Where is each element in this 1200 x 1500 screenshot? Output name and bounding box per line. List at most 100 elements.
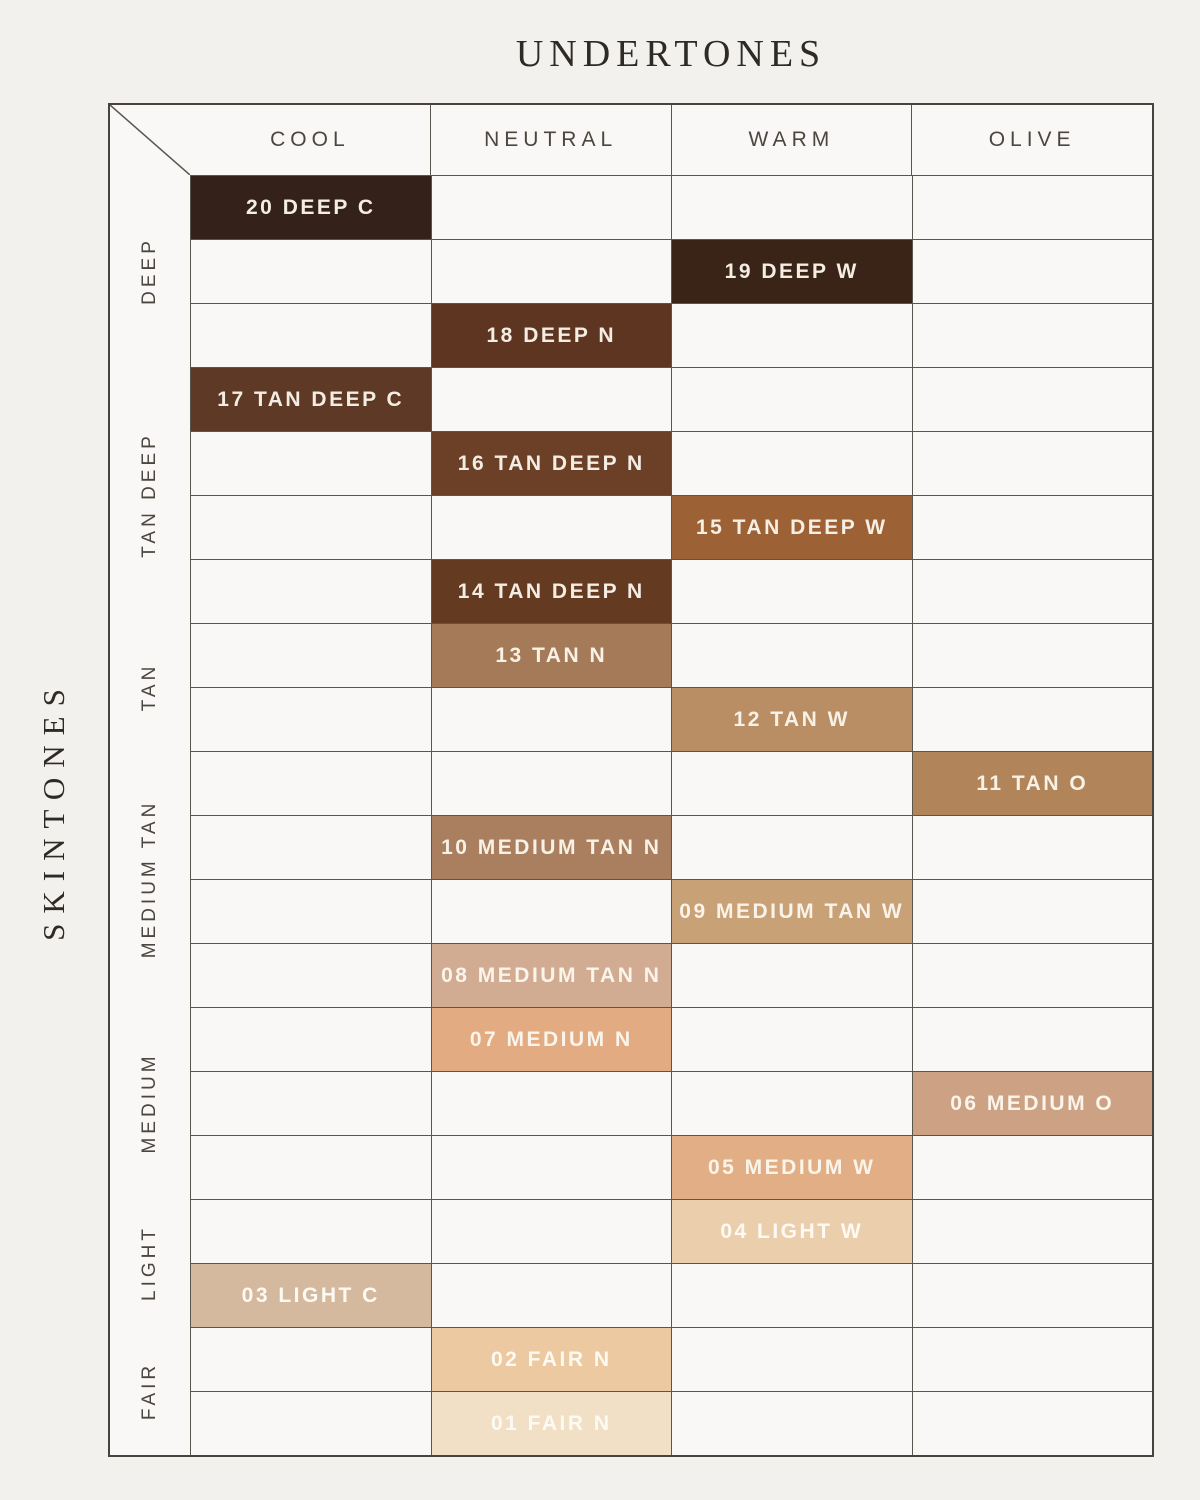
empty-cell [190,560,431,623]
empty-cell [911,1136,1153,1199]
empty-cell [190,944,431,1007]
table-row: 03 LIGHT C [190,1263,1152,1327]
column-header-cool: COOL [270,128,350,151]
empty-cell [911,560,1153,623]
table-row: 19 DEEP W [190,239,1152,303]
empty-cell [190,1072,431,1135]
shade-swatch: 12 TAN W [671,688,912,751]
empty-cell [911,432,1153,495]
shade-swatch: 09 MEDIUM TAN W [671,880,912,943]
empty-cell [911,944,1153,1007]
table-row: 11 TAN O [190,751,1152,815]
empty-cell [671,176,912,239]
empty-cell [190,624,431,687]
empty-cell [190,880,431,943]
table-row: 05 MEDIUM W [190,1135,1152,1199]
empty-cell [911,1328,1153,1391]
shade-swatch: 20 DEEP C [190,176,431,239]
shade-swatch: 13 TAN N [430,624,671,687]
row-group-label-light: LIGHT [139,1225,160,1301]
empty-cell [671,816,912,879]
empty-cell [430,688,672,751]
empty-cell [671,752,912,815]
row-group-label-tan-deep: TAN DEEP [139,432,160,558]
column-headers: COOL NEUTRAL WARM OLIVE [190,105,1152,175]
empty-cell [190,1008,431,1071]
empty-cell [430,752,672,815]
empty-cell [190,240,431,303]
empty-cell [671,560,912,623]
empty-cell [671,944,912,1007]
shade-swatch: 06 MEDIUM O [911,1072,1152,1135]
shade-swatch: 05 MEDIUM W [671,1136,912,1199]
empty-cell [430,368,672,431]
empty-cell [190,752,431,815]
empty-cell [430,1264,672,1327]
empty-cell [671,1392,912,1455]
table-row: 07 MEDIUM N [190,1007,1152,1071]
row-group-labels: DEEP TAN DEEP TAN MEDIUM TAN MEDIUM LIGHT FAIR [110,105,190,1455]
shade-matrix-table: COOL NEUTRAL WARM OLIVE DEEP TAN DEEP TAN M… [108,103,1154,1457]
shade-swatch: 11 TAN O [911,752,1152,815]
empty-cell [190,688,431,751]
empty-cell [671,1264,912,1327]
table-row: 09 MEDIUM TAN W [190,879,1152,943]
empty-cell [911,880,1153,943]
table-row: 18 DEEP N [190,303,1152,367]
empty-cell [671,432,912,495]
shade-swatch: 15 TAN DEEP W [671,496,912,559]
empty-cell [430,880,672,943]
empty-cell [671,304,912,367]
row-group-label-medium-tan: MEDIUM TAN [139,799,160,959]
empty-cell [190,1328,431,1391]
empty-cell [671,1328,912,1391]
row-group-label-deep: DEEP [139,237,160,305]
shade-swatch: 07 MEDIUM N [430,1008,671,1071]
empty-cell [190,304,431,367]
table-row: 14 TAN DEEP N [190,559,1152,623]
empty-cell [190,1200,431,1263]
empty-cell [911,624,1153,687]
shade-swatch: 02 FAIR N [430,1328,671,1391]
shade-swatch: 16 TAN DEEP N [430,432,671,495]
table-row: 16 TAN DEEP N [190,431,1152,495]
table-row: 08 MEDIUM TAN N [190,943,1152,1007]
grid-rows: 20 DEEP C 19 DEEP W 18 DEEP N 17 TAN DEEP C… [190,175,1152,1455]
empty-cell [430,240,672,303]
empty-cell [911,1200,1153,1263]
shade-swatch: 14 TAN DEEP N [430,560,671,623]
column-header-warm: WARM [670,105,912,175]
shade-swatch: 03 LIGHT C [190,1264,431,1327]
row-group-label-tan: TAN [139,662,160,712]
row-group-label-fair: FAIR [139,1361,160,1421]
column-header-olive: OLIVE [911,105,1152,175]
table-row: 12 TAN W [190,687,1152,751]
empty-cell [671,1008,912,1071]
empty-cell [911,816,1153,879]
shade-swatch: 04 LIGHT W [671,1200,912,1263]
empty-cell [430,1200,672,1263]
empty-cell [430,1136,672,1199]
empty-cell [671,624,912,687]
table-row: 04 LIGHT W [190,1199,1152,1263]
empty-cell [911,304,1153,367]
empty-cell [671,368,912,431]
empty-cell [190,1392,431,1455]
empty-cell [190,816,431,879]
table-row: 10 MEDIUM TAN N [190,815,1152,879]
table-row: 17 TAN DEEP C [190,367,1152,431]
empty-cell [911,496,1153,559]
table-row: 02 FAIR N [190,1327,1152,1391]
shade-swatch: 19 DEEP W [671,240,912,303]
table-row: 01 FAIR N [190,1391,1152,1455]
row-group-label-medium: MEDIUM [139,1052,160,1154]
chart-title-undertones: UNDERTONES [515,33,827,75]
table-row: 13 TAN N [190,623,1152,687]
corner-cell [109,104,191,176]
shade-swatch: 10 MEDIUM TAN N [430,816,671,879]
empty-cell [190,1136,431,1199]
column-header-neutral: NEUTRAL [429,105,671,175]
table-row: 15 TAN DEEP W [190,495,1152,559]
empty-cell [911,1008,1153,1071]
